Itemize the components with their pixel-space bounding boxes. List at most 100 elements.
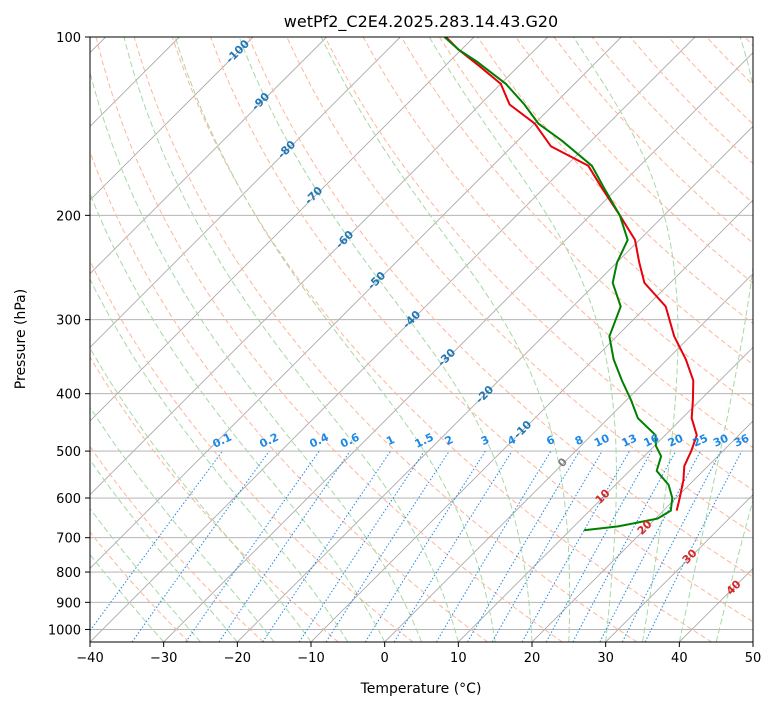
dewpoint-profile [443,37,674,532]
mixing-ratio-label: 0.2 [258,431,281,451]
x-tick-label: 10 [450,651,467,666]
mixing-ratio-line [393,450,513,642]
isotherm-label: 10 [593,486,613,506]
mixing-ratio-label: 30 [711,431,731,449]
x-tick-label: −20 [224,651,251,666]
mixing-ratio-label: 10 [592,431,612,449]
profiles [443,37,698,532]
moist-adiabat [428,37,617,642]
dry-adiabat [171,37,712,642]
isotherm-line [90,37,401,348]
isotherm-label: -30 [435,346,458,369]
dry-adiabat [515,37,753,284]
moist-adiabat [90,347,312,642]
mixing-ratio-label: 16 [642,431,662,449]
moist-adiabat [715,497,753,642]
isotherm-line [384,273,753,642]
dry-adiabat [133,37,638,642]
moist-adiabat [320,37,571,642]
moist-adiabat [90,70,422,642]
mixing-ratio-line [435,450,552,642]
mixing-ratio-label: 2 [443,433,455,448]
mixing-ratio-line [545,450,653,642]
y-axis: 1000 900 800 700 600 500 400 300 200 100 [48,31,90,638]
y-tick-label: 500 [56,445,81,460]
mixing-ratio-line [218,450,351,642]
x-tick-label: 30 [597,651,614,666]
y-tick-label: 900 [56,596,81,611]
x-tick-label: 40 [671,651,688,666]
dry-adiabat [90,259,414,642]
x-tick-label: 20 [524,651,541,666]
plot-frame [89,36,754,643]
dry-adiabat [248,37,753,578]
mixing-ratio-line [90,450,223,632]
mixing-ratio-label: 6 [544,433,557,448]
mixing-ratio-line [572,450,677,642]
dry-adiabat [210,37,753,623]
mixing-ratio-line [521,450,630,642]
isotherm-line [90,37,254,201]
y-tick-label: 1000 [48,623,81,638]
y-axis-label: Pressure (hPa) [13,289,29,389]
isotherm-line [90,37,548,496]
mixing-ratio-label: 0.4 [308,430,331,450]
moist-adiabat [90,553,165,642]
mixing-ratio-line [644,450,743,642]
temperature-profile [445,37,698,511]
moist-adiabat [174,37,496,642]
background-lines [90,37,753,642]
moist-adiabat [572,37,679,642]
dry-adiabat [438,37,753,366]
isotherm-label: -50 [365,269,388,292]
x-tick-label: −30 [150,651,177,666]
mixing-ratio-label: 25 [691,432,710,450]
moist-adiabat [238,37,533,642]
dry-adiabat [90,356,339,642]
mixing-ratio-line [298,450,425,642]
isotherm-label: -40 [400,308,423,331]
chart-title: wetPf2_C2E4.2025.283.14.43.G20 [284,12,558,32]
isotherm-label: -80 [275,138,298,161]
dry-adiabat [668,37,753,125]
isotherm-line [90,37,622,569]
x-tick-label: 0 [381,651,389,666]
isotherm-label: -100 [223,37,252,66]
y-tick-label: 100 [56,31,81,46]
isotherm-line [458,346,753,642]
isotherm-line [605,494,753,642]
y-tick-label: 200 [56,209,81,224]
dry-adiabat [591,37,753,204]
dry-adiabat [90,150,488,642]
isotherm-line [90,37,696,642]
isotherm-line [531,420,753,642]
moist-adiabat [678,37,753,642]
y-tick-label: 300 [56,314,81,329]
mixing-ratio-line [621,450,722,642]
y-tick-label: 700 [56,532,81,547]
mixing-ratio-label: 1 [384,433,396,448]
mixing-ratio-line [364,450,486,642]
mixing-ratio-line [325,450,450,642]
mixing-ratio-line [262,450,392,642]
mixing-ratio-label: 36 [732,431,752,449]
y-tick-label: 800 [56,566,81,581]
mixing-ratio-label: 8 [573,433,585,448]
mixing-ratio-label: 3 [479,433,491,448]
moist-adiabat [90,278,349,642]
x-tick-label: −40 [76,651,103,666]
y-tick-label: 400 [56,388,81,403]
isotherm-label: -90 [249,90,272,113]
dry-adiabat [400,37,753,407]
moist-adiabat [90,507,201,642]
isotherm-line [163,52,753,642]
isotherm-label: -70 [302,184,325,207]
isotherm-label: 30 [680,546,700,566]
dry-adiabat [706,37,753,86]
dry-adiabat [95,37,563,642]
mixing-ratio-label: 13 [620,432,639,450]
isotherm-line [90,37,327,275]
moist-adiabat [90,192,386,642]
mixing-ratio-line [185,450,320,642]
